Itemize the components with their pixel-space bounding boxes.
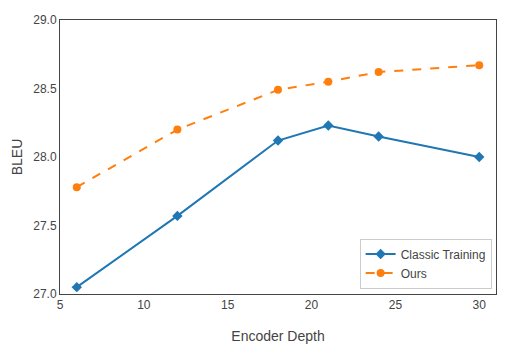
- svg-text:Classic Training: Classic Training: [401, 248, 486, 262]
- svg-text:Encoder Depth: Encoder Depth: [231, 328, 324, 344]
- svg-text:25: 25: [389, 298, 403, 312]
- svg-text:28.5: 28.5: [33, 82, 57, 96]
- svg-text:27.0: 27.0: [33, 287, 57, 301]
- svg-text:30: 30: [473, 298, 487, 312]
- svg-text:20: 20: [305, 298, 319, 312]
- svg-text:28.0: 28.0: [33, 150, 57, 164]
- svg-text:10: 10: [137, 298, 151, 312]
- svg-text:BLEU: BLEU: [9, 139, 25, 176]
- svg-text:29.0: 29.0: [33, 13, 57, 27]
- svg-text:5: 5: [57, 298, 64, 312]
- svg-text:15: 15: [221, 298, 235, 312]
- svg-text:Ours: Ours: [401, 267, 427, 281]
- svg-text:27.5: 27.5: [33, 219, 57, 233]
